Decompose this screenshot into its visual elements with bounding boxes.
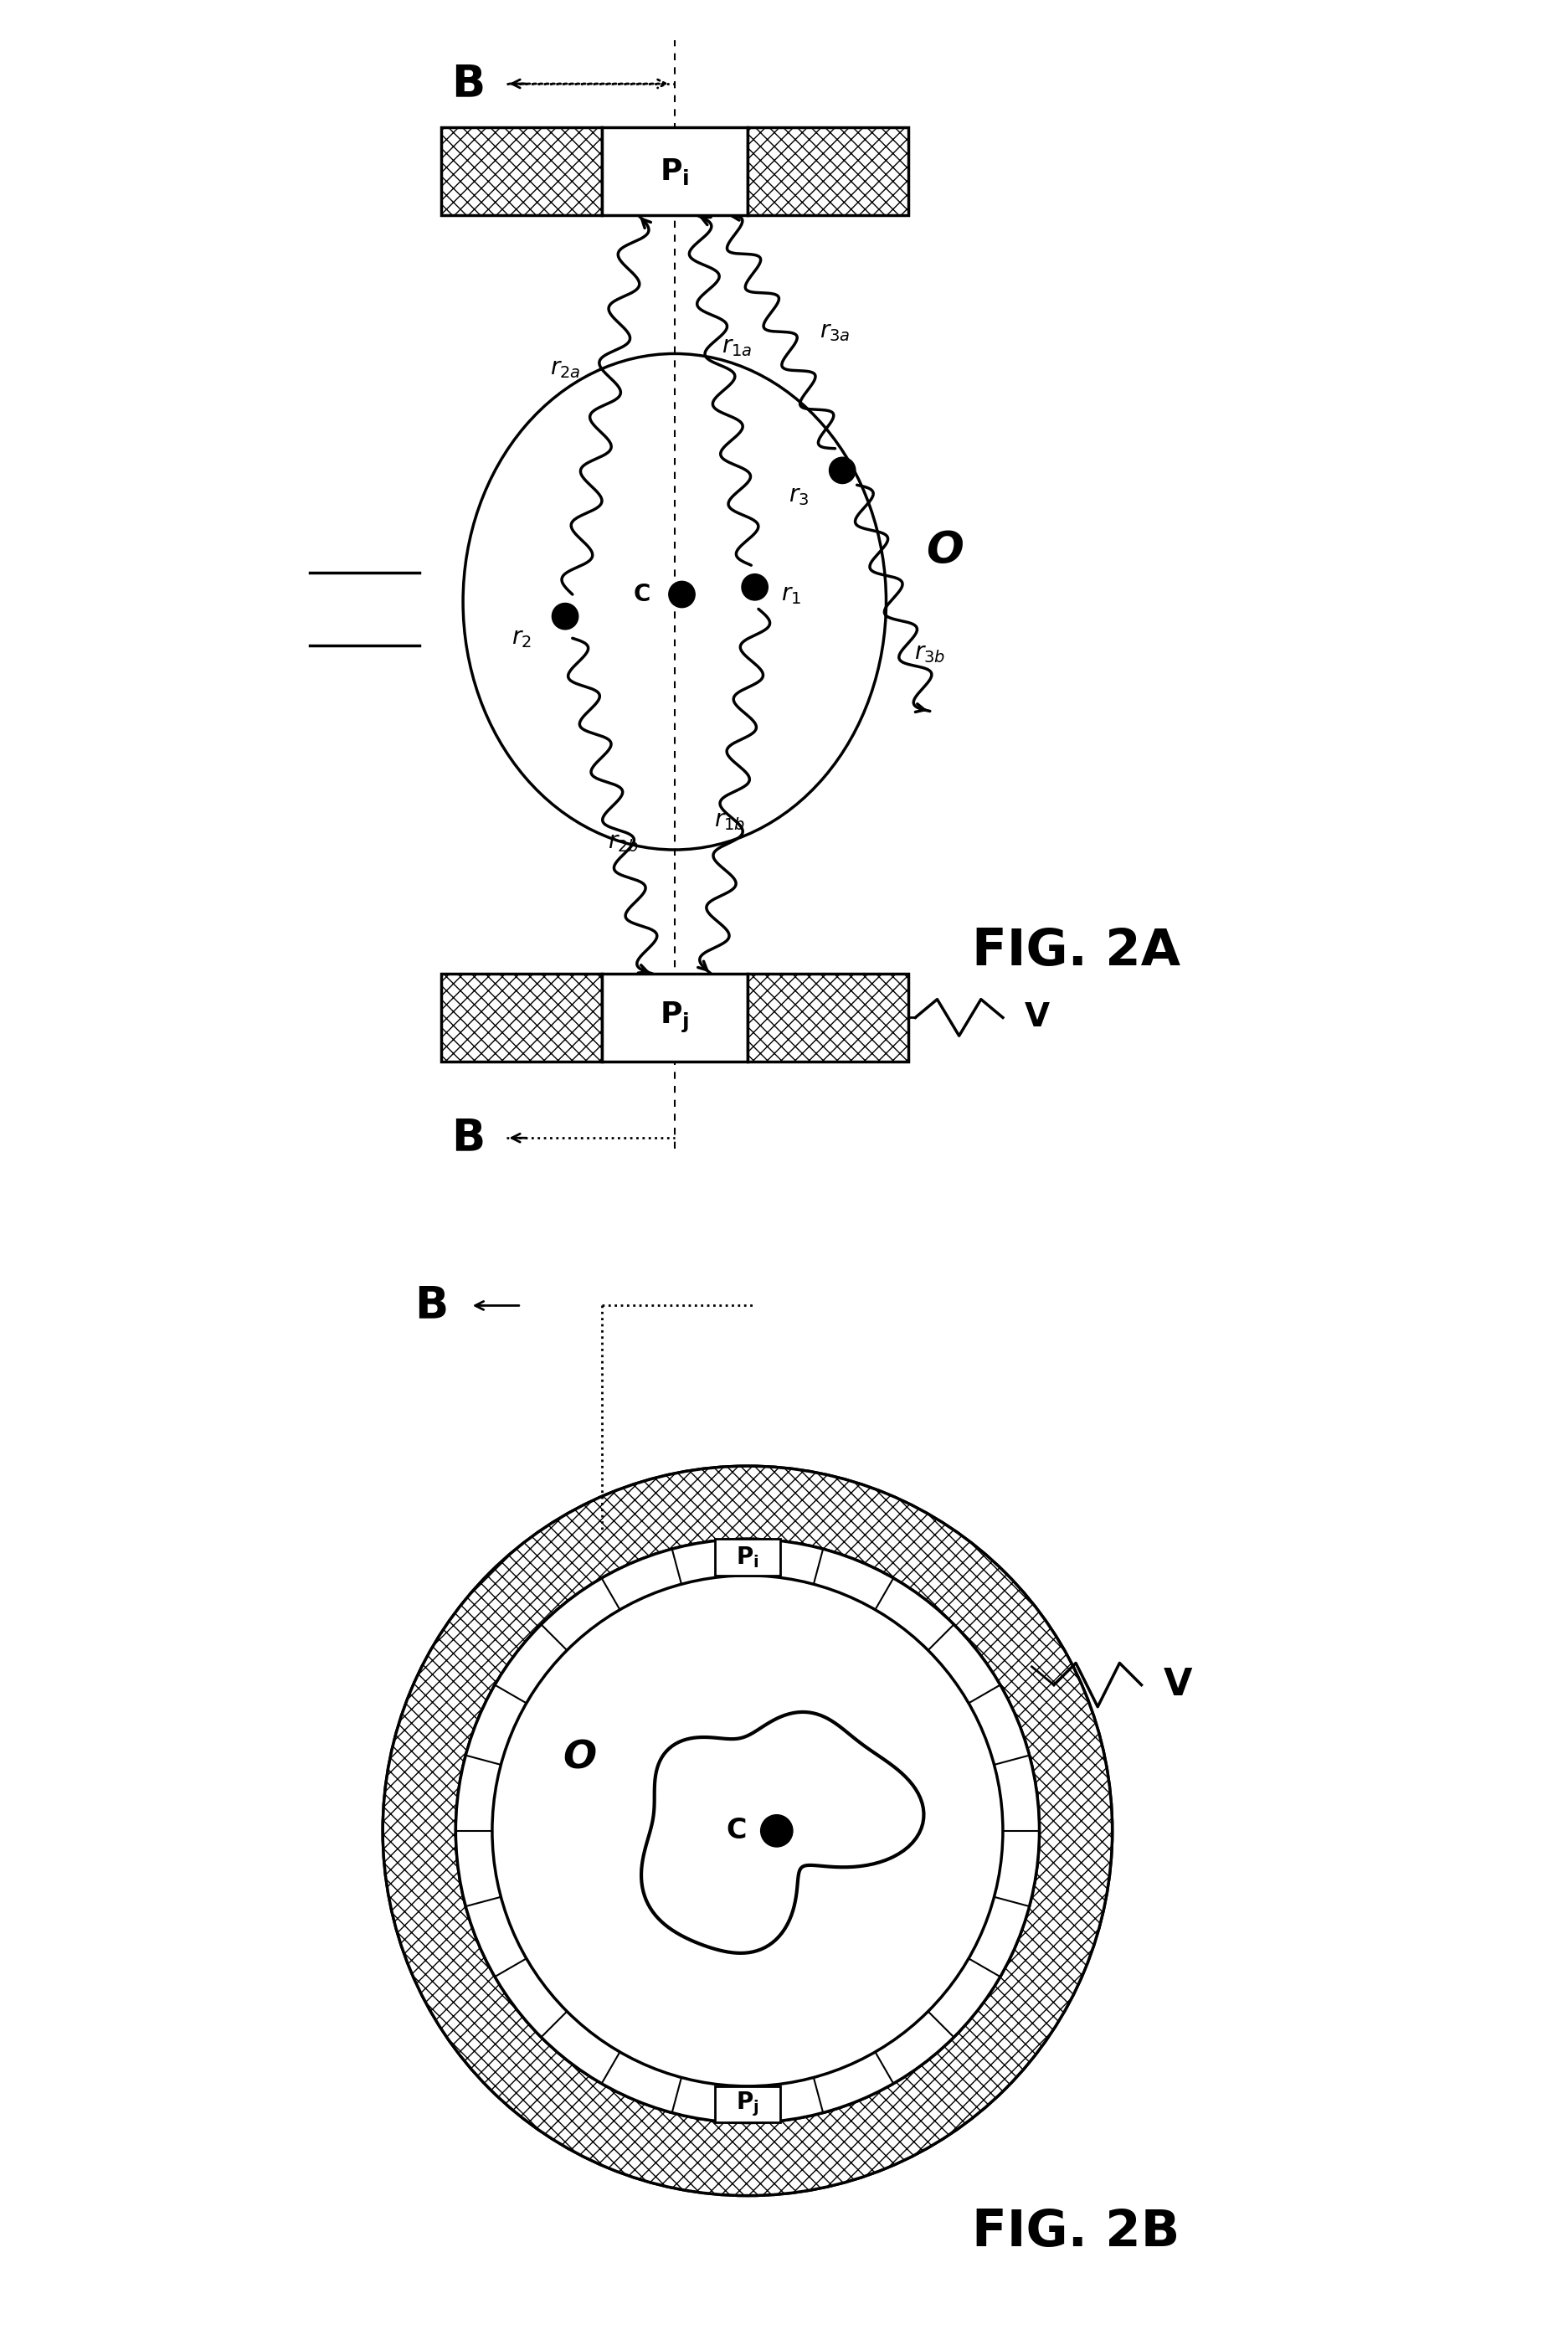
Bar — [441, 127, 602, 216]
Text: O: O — [925, 530, 963, 572]
Text: $r_3$: $r_3$ — [789, 483, 809, 507]
Text: $r_{1a}$: $r_{1a}$ — [721, 335, 751, 359]
Text: $\mathbf{P_j}$: $\mathbf{P_j}$ — [660, 1001, 690, 1034]
Bar — [715, 2087, 781, 2122]
Text: $r_{3b}$: $r_{3b}$ — [914, 640, 946, 664]
Text: $\mathbf{P_j}$: $\mathbf{P_j}$ — [735, 2089, 759, 2118]
Text: $r_{1b}$: $r_{1b}$ — [713, 809, 745, 832]
Circle shape — [456, 1538, 1040, 2122]
Text: $\mathbf{P_i}$: $\mathbf{P_i}$ — [735, 1545, 759, 1569]
Text: O: O — [563, 1740, 596, 1778]
Text: $r_{2a}$: $r_{2a}$ — [550, 356, 580, 380]
Circle shape — [668, 582, 695, 607]
Text: V: V — [1163, 1667, 1192, 1702]
Text: FIG. 2B: FIG. 2B — [972, 2207, 1179, 2256]
Bar — [602, 973, 748, 1062]
Text: C: C — [726, 1817, 746, 1846]
Bar — [715, 1538, 781, 1576]
Text: V: V — [1025, 1001, 1051, 1034]
Text: $r_2$: $r_2$ — [511, 626, 532, 650]
Circle shape — [742, 575, 768, 600]
Text: B: B — [452, 61, 485, 106]
Circle shape — [552, 603, 579, 628]
Circle shape — [383, 1466, 1112, 2195]
Text: $r_{2b}$: $r_{2b}$ — [608, 830, 640, 854]
Bar — [748, 127, 908, 216]
Text: FIG. 2A: FIG. 2A — [972, 926, 1181, 976]
Text: $r_1$: $r_1$ — [781, 582, 801, 605]
Bar — [602, 127, 748, 216]
Text: $\mathbf{P_i}$: $\mathbf{P_i}$ — [660, 157, 690, 185]
Circle shape — [829, 457, 856, 483]
Bar — [748, 973, 908, 1062]
Bar — [441, 973, 602, 1062]
Text: $r_{3a}$: $r_{3a}$ — [820, 319, 850, 342]
Text: C: C — [633, 582, 651, 605]
Text: B: B — [414, 1283, 448, 1327]
Circle shape — [492, 1576, 1004, 2087]
PathPatch shape — [641, 1712, 924, 1953]
Circle shape — [760, 1815, 793, 1848]
Text: B: B — [452, 1116, 485, 1161]
